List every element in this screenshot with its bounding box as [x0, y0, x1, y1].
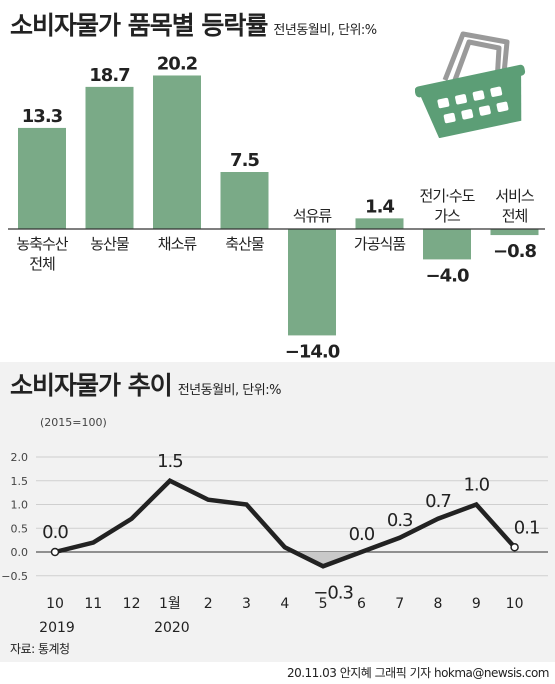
bar	[288, 229, 336, 336]
y-tick-label: 0.5	[11, 522, 29, 535]
bar-chart-subtitle: 전년동월비, 단위:%	[273, 23, 377, 38]
bar-category-label: 전기·수도	[420, 187, 476, 205]
bar-chart-title: 소비자물가 품목별 등락률 전년동월비, 단위:%	[10, 6, 377, 42]
bar-category-label: 농산물	[90, 235, 129, 253]
shopping-basket-icon	[415, 31, 526, 138]
y-tick-label: 1.5	[11, 475, 29, 488]
x-tick-label: 6	[357, 596, 366, 612]
bar	[85, 86, 134, 229]
bar-category-label: 전체	[502, 207, 528, 225]
x-tick-label: 10	[506, 596, 524, 612]
point-value-label: 0.3	[387, 510, 413, 531]
x-tick-label: 2	[204, 596, 213, 612]
y-tick-label: −0.5	[1, 570, 28, 583]
x-tick-label: 10	[46, 596, 64, 612]
x-tick-label: 11	[84, 596, 102, 612]
bar-category-label: 서비스	[495, 187, 535, 205]
bar	[423, 229, 471, 260]
index-base-note: (2015=100)	[40, 416, 107, 429]
bar-value-label: 13.3	[22, 106, 63, 127]
bar-value-label: 20.2	[157, 53, 197, 74]
line-chart-title: 소비자물가 추이 전년동월비, 단위:%	[10, 366, 281, 402]
bar	[490, 229, 539, 236]
price-trend-line	[54, 478, 517, 569]
bar-value-label: 1.4	[365, 196, 394, 217]
bar-value-label: −4.0	[426, 265, 469, 286]
bar-value-label: 7.5	[230, 150, 259, 171]
bar-value-label: −0.8	[493, 241, 536, 262]
bar-value-label: −14.0	[285, 341, 340, 362]
endpoint-marker	[510, 543, 519, 552]
x-tick-label: 3	[242, 596, 251, 612]
bar-category-label: 채소류	[158, 235, 198, 253]
negative-area	[294, 552, 362, 567]
x-tick-label: 9	[472, 596, 481, 612]
y-tick-label: 0.0	[11, 546, 29, 559]
source-note: 자료: 통계청	[10, 642, 70, 656]
line-chart-title-main: 소비자물가 추이	[10, 371, 173, 400]
bar-category-label: 축산물	[225, 235, 264, 253]
x-tick-label: 7	[395, 596, 404, 612]
bar	[153, 75, 201, 229]
line-chart: 2.0 1.5 1.0 0.5 0.0 −0.5 (2015=100) 0.0 1.5 −0.3 0…	[1, 416, 548, 636]
y-tick-label: 2.0	[11, 451, 29, 464]
credit-line: 20.11.03 안지혜 그래픽 기자 hokma@newsis.com	[286, 666, 550, 680]
point-value-label: 0.1	[514, 517, 540, 538]
bar-category-label: 가공식품	[354, 235, 405, 253]
x-tick-label: 12	[123, 596, 141, 612]
bar	[220, 172, 269, 229]
x-tick-label: 8	[434, 596, 443, 612]
point-value-label: −0.3	[313, 582, 353, 603]
bar-chart-title-main: 소비자물가 품목별 등락률	[10, 11, 268, 40]
line-chart-subtitle: 전년동월비, 단위:%	[177, 383, 282, 398]
point-value-label: 0.0	[42, 522, 68, 543]
bar	[18, 127, 66, 229]
year-label: 2019	[39, 620, 75, 636]
y-tick-label: 1.0	[11, 499, 29, 512]
point-value-label: 1.0	[463, 475, 489, 496]
bar-category-label: 가스	[434, 207, 461, 225]
point-value-label: 0.7	[425, 491, 451, 512]
point-value-label: 1.5	[157, 451, 183, 472]
x-tick-label: 1월	[159, 596, 181, 612]
bar-category-label: 전체	[29, 255, 55, 273]
bar-category-label: 농축수산	[16, 235, 68, 253]
bar-category-label: 석유류	[293, 207, 333, 225]
year-label: 2020	[154, 620, 190, 636]
endpoint-marker	[50, 547, 60, 557]
bar-value-label: 18.7	[89, 65, 130, 86]
bar	[355, 218, 404, 229]
x-tick-label: 5	[319, 596, 328, 612]
x-tick-label: 4	[280, 596, 289, 612]
point-value-label: 0.0	[349, 524, 375, 545]
